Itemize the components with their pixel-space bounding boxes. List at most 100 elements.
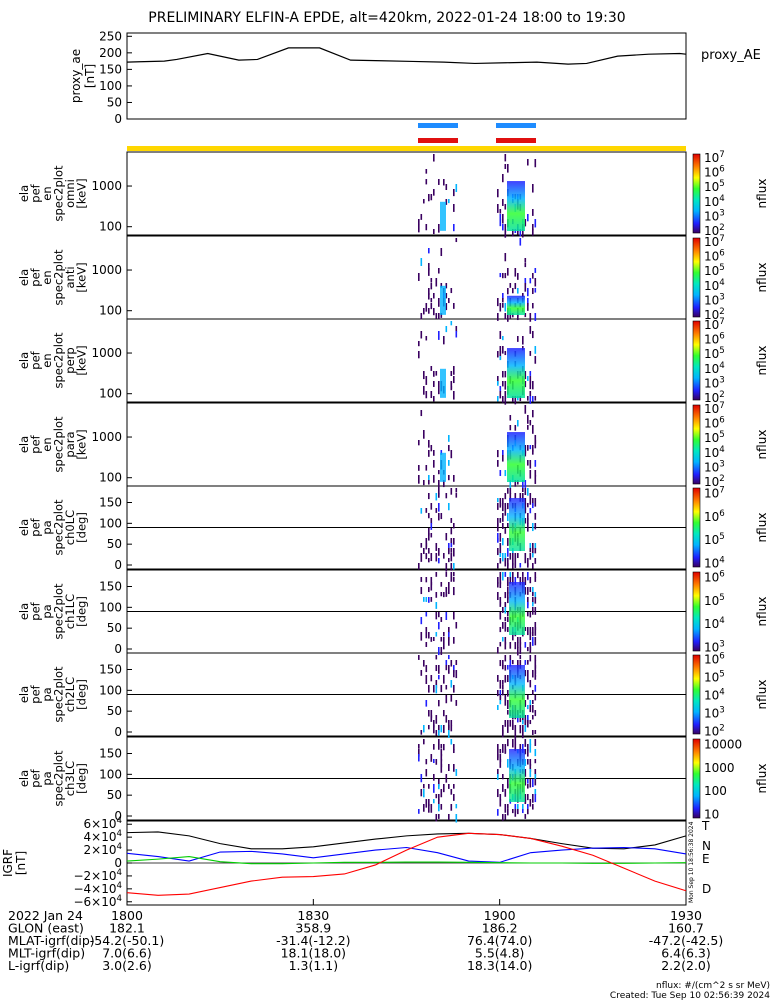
cbar-label-para: nflux: [755, 430, 769, 460]
speckle: [450, 680, 453, 688]
speckle: [445, 715, 448, 723]
speckle: [450, 288, 453, 294]
speckle: [497, 189, 499, 198]
speckle: [509, 553, 512, 560]
speckle: [448, 627, 450, 634]
speckle: [448, 199, 450, 204]
speckle: [527, 303, 529, 311]
speckle: [509, 493, 512, 502]
speckle: [519, 715, 522, 723]
speckle: [453, 749, 455, 754]
cbar-tick-label-omni: 102: [704, 223, 725, 238]
speckle: [418, 563, 420, 570]
colorbar-perp: [693, 321, 700, 400]
footer-value: -47.2(-42.5): [649, 933, 723, 948]
cbar-tick-label-perp-base: 10: [704, 347, 719, 361]
speckle: [519, 493, 522, 502]
speckle: [445, 612, 448, 621]
speckle: [443, 592, 445, 598]
speckle: [499, 799, 502, 807]
speckle: [499, 331, 502, 339]
igrf-ylabel: IGRF [nT]: [1, 849, 28, 877]
run-stamp: Mon Sep 10 18:56:38 2024: [688, 821, 695, 903]
speckle: [524, 759, 527, 766]
speckle: [529, 313, 532, 322]
speckle: [502, 455, 504, 462]
speckle: [445, 326, 448, 333]
speckle: [529, 553, 532, 560]
igrf-tick-label-base: −2×10: [73, 869, 116, 883]
speckle: [450, 789, 453, 795]
ylabel-line-para: ela: [17, 436, 31, 453]
speckle: [497, 538, 499, 543]
speckle: [507, 597, 509, 604]
speckle: [509, 720, 512, 727]
speckle: [435, 313, 438, 319]
speckle: [438, 675, 440, 680]
speckle: [527, 695, 529, 700]
speckle: [453, 637, 455, 644]
cbar-tick-label-perp-base: 10: [704, 333, 719, 347]
speckle: [499, 597, 502, 605]
speckle: [445, 303, 448, 311]
igrf-tick-label: 0: [114, 856, 122, 870]
tick-label-ch1LC: 0: [114, 642, 122, 656]
speckle: [425, 612, 428, 617]
speckle: [425, 700, 428, 707]
speckle: [509, 488, 512, 495]
speckle: [512, 720, 514, 728]
speckle: [517, 288, 519, 294]
speckle: [507, 582, 509, 587]
igrf-tick-label-exp: 4: [117, 842, 123, 852]
speckle: [420, 508, 423, 514]
speckle: [507, 558, 509, 567]
speckle: [499, 612, 502, 620]
speckle: [507, 488, 509, 494]
ae-tick-label: 150: [99, 62, 122, 76]
speckle: [435, 715, 438, 724]
speckle: [507, 739, 509, 747]
cbar-tick-label-omni: 106: [704, 165, 725, 180]
speckle: [517, 553, 519, 559]
speckle: [443, 480, 445, 488]
speckle: [504, 602, 507, 608]
speckle: [435, 493, 438, 501]
speckle: [507, 690, 509, 697]
speckle: [504, 744, 507, 753]
speckle: [524, 779, 527, 786]
speckle: [420, 331, 423, 339]
speckle: [435, 730, 438, 736]
cbar-label-text-omni: nflux: [755, 179, 769, 209]
speckle: [534, 592, 537, 599]
speckle: [425, 169, 428, 174]
speckle: [497, 789, 499, 798]
speckle: [534, 460, 537, 467]
speckle: [534, 769, 537, 777]
speckle: [532, 498, 534, 507]
speckle: [529, 642, 532, 651]
footer-value: -31.4(-12.2): [276, 933, 350, 948]
speckle: [529, 647, 532, 653]
speckle: [450, 725, 453, 732]
speckle: [527, 396, 529, 401]
igrf-tick-label-exp: 4: [117, 868, 123, 878]
cbar-label-text-perp: nflux: [755, 346, 769, 376]
speckle: [433, 799, 435, 804]
ylabel-line-omni: omni: [63, 179, 77, 208]
ylabel-line-ch3LC: ela: [17, 770, 31, 787]
cbar-tick-label-ch2LC-exp: 3: [719, 705, 725, 715]
speckle: [534, 159, 537, 168]
speckle: [448, 720, 450, 729]
speckle: [527, 488, 529, 496]
speckle: [420, 553, 423, 562]
speckle: [438, 730, 440, 736]
cbar-label-text-para: nflux: [755, 430, 769, 460]
speckle: [438, 558, 440, 564]
speckle: [514, 558, 517, 564]
igrf-legend-E: E: [702, 852, 710, 866]
speckle: [502, 224, 504, 231]
cbar-tick-label-anti: 105: [704, 263, 725, 278]
speckle: [502, 730, 504, 738]
speckle: [433, 685, 435, 693]
speckle: [502, 273, 504, 279]
